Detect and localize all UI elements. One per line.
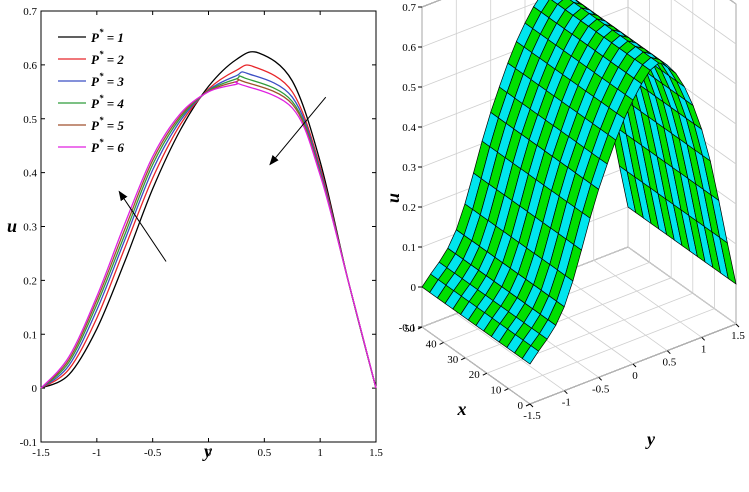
surface-cell [551, 0, 564, 5]
y-tick-label: 0.6 [23, 60, 37, 72]
legend-label: P* = 6 [91, 137, 124, 155]
x-tick-label: -0.5 [144, 447, 162, 459]
y-tick-label: 0 [32, 383, 38, 395]
legend-symbol: P [91, 30, 100, 45]
x-tick-mark [439, 341, 444, 345]
x-tick-mark [482, 372, 488, 376]
x-tick-label: 0 [518, 400, 524, 412]
y-tick-label: 0 [632, 370, 638, 382]
x-tick-label: 40 [426, 338, 438, 350]
surface-cell [719, 236, 737, 285]
y-tick-label: 0.1 [23, 329, 37, 341]
legend-symbol: P [91, 74, 100, 89]
left-line-chart: y u -1.5 -1 -0.5 0 0.5 1 1.5 -0.1 0 0.1 0.2 0.3 0.4 0… [7, 6, 383, 461]
y-tick-label: -0.5 [592, 383, 610, 395]
series-line-1 [40, 51, 377, 389]
x-tick-label: -1.5 [32, 447, 50, 459]
right-surface-chart: u x y P* = 1 -1.5-1-0.500.511.5010203040… [383, 0, 745, 449]
legend-value: = 4 [103, 96, 124, 111]
legend-symbol: P [91, 140, 100, 155]
legend-item-4: P* = 4 [58, 93, 124, 111]
y-tick-label: 1.5 [731, 330, 745, 342]
x-tick-mark [504, 388, 509, 392]
x-tick-label: 1 [317, 447, 323, 459]
y-tick-mark [701, 336, 706, 341]
legend-superscript: * [99, 49, 104, 59]
x-tick-label: 20 [469, 369, 481, 381]
legend-symbol: P [91, 118, 100, 133]
z-tick-label: -0.1 [399, 322, 416, 334]
surface-mesh [421, 0, 737, 365]
legend-item-3: P* = 3 [58, 71, 124, 89]
legend-symbol: P [91, 52, 100, 67]
box-edge [729, 0, 737, 5]
z-tick-label: 0.5 [402, 82, 416, 94]
z-tick-label: 0.2 [402, 202, 416, 214]
y-tick-label: 0.3 [23, 222, 37, 234]
horizontal-axis-label: y [645, 429, 656, 449]
legend-value: = 1 [103, 30, 123, 45]
y-tick-label: -0.1 [20, 437, 37, 449]
x-tick-label: 0.5 [257, 447, 271, 459]
legend-superscript: * [99, 137, 104, 147]
z-axis-label: u [383, 193, 403, 203]
y-axis-label: u [7, 216, 17, 236]
y-tick-label: 0.4 [23, 168, 37, 180]
y-tick-mark [632, 363, 637, 368]
legend-label: P* = 3 [91, 71, 124, 89]
legend-value: = 2 [103, 52, 124, 67]
x-tick-label: 30 [447, 354, 459, 366]
y-tick-mark [529, 403, 534, 408]
legend-label: P* = 5 [91, 115, 124, 133]
y-tick-label: -1.5 [523, 410, 541, 422]
y-tick-mark [598, 376, 603, 381]
legend-superscript: * [99, 115, 104, 125]
y-tick-mark [666, 350, 671, 355]
legend-item-2: P* = 2 [58, 49, 124, 67]
depth-axis-label: x [457, 399, 467, 419]
arrow-left-rise [118, 190, 167, 262]
x-tick-label: 0 [206, 447, 212, 459]
legend-value: = 5 [103, 118, 124, 133]
legend-label: P* = 2 [91, 49, 124, 67]
z-tick-label: 0.4 [402, 122, 416, 134]
legend-superscript: * [99, 93, 104, 103]
z-tick-label: 0.3 [402, 162, 416, 174]
z-tick-label: 0.7 [402, 2, 416, 14]
x-tick-label: 50 [404, 323, 416, 335]
legend-item-1: P* = 1 [58, 27, 124, 45]
legend-label: P* = 4 [91, 93, 124, 111]
y-tick-label: 0.7 [23, 6, 37, 18]
x-axis-label: y [202, 441, 213, 461]
legend-label: P* = 1 [91, 27, 124, 45]
legend-symbol: P [91, 96, 100, 111]
y-tick-label: 0.5 [23, 114, 37, 126]
z-tick-label: 0.6 [402, 42, 416, 54]
z-tick-label: 0.1 [402, 242, 416, 254]
y-tick-mark [563, 390, 568, 395]
x-tick-label: 10 [490, 385, 502, 397]
x-tick-mark [460, 357, 466, 361]
legend-superscript: * [99, 71, 104, 81]
x-tick-mark [525, 403, 531, 407]
y-tick-label: 1 [701, 343, 707, 355]
x-tick-label: -1 [92, 447, 101, 459]
z-tick-label: 0 [411, 282, 417, 294]
surface-ticks: -1.5 -1 -0.5 0 0.5 1 1.5 0 10 20 30 40 50-0.1 0 0.1 0.2… [399, 2, 746, 422]
legend-value: = 6 [103, 140, 124, 155]
legend-superscript: * [99, 27, 104, 37]
y-tick-label: 0.5 [662, 357, 676, 369]
grid-line [421, 0, 737, 48]
legend-item-6: P* = 6 [58, 137, 124, 155]
x-tick-label: 1.5 [369, 447, 383, 459]
y-tick-label: 0.2 [23, 275, 37, 287]
y-tick-mark [735, 323, 740, 328]
arrow-peak-shift [269, 96, 327, 166]
grid-line [421, 6, 737, 88]
series-line-6 [40, 81, 377, 389]
legend-value: = 3 [103, 74, 124, 89]
y-tick-label: -1 [562, 397, 571, 409]
legend-item-5: P* = 5 [58, 115, 124, 133]
